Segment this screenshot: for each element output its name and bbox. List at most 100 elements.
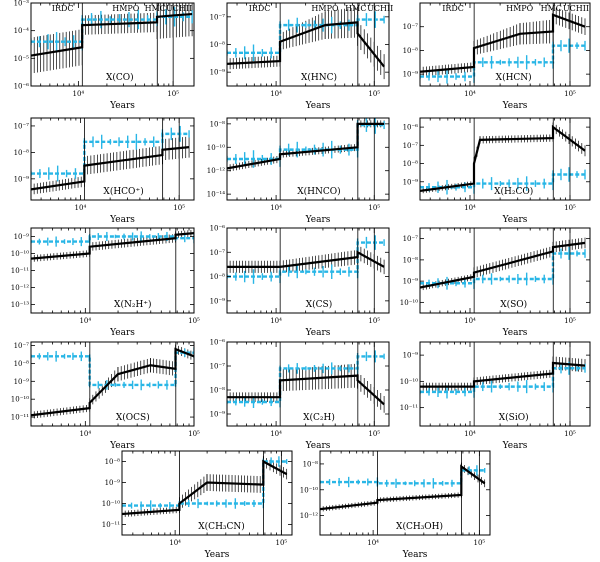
phase-label: HMC <box>541 4 562 13</box>
chart-panel: 10⁻⁹ 10⁻⁸ 10⁻⁷ 10⁻⁶ 10⁴ 10⁵ X(CS) Years <box>210 225 390 338</box>
x-tick-label: 10⁵ <box>564 317 576 325</box>
y-tick-label: 10⁻³ <box>14 0 30 8</box>
observation-series-line <box>420 252 585 285</box>
x-tick-label: 10⁴ <box>75 204 87 212</box>
observation-series-line <box>420 44 585 78</box>
y-tick-label: 10⁻⁷ <box>403 142 419 150</box>
observation-series-line <box>227 355 385 404</box>
plot-area <box>320 462 486 512</box>
x-axis-label: Years <box>305 215 331 225</box>
panel-frame <box>226 341 390 427</box>
y-tick-label: 10⁻⁸ <box>403 160 419 168</box>
panel-frame <box>30 341 195 427</box>
x-tick-label: 10⁵ <box>173 204 185 212</box>
phase-label: UCHII <box>563 4 589 13</box>
x-axis-label: Years <box>502 328 528 338</box>
y-tick-label: 10⁻⁴ <box>14 27 30 35</box>
y-tick-label: 10⁻¹⁰ <box>400 299 418 307</box>
x-axis-label: Years <box>502 441 528 451</box>
chart-panel: 10⁻¹¹ 10⁻¹⁰ 10⁻⁹ 10⁴ 10⁵ X(SiO) Years <box>400 341 591 451</box>
observation-series-line <box>227 241 385 278</box>
plot-area <box>31 229 194 262</box>
x-tick-label: 10⁴ <box>464 430 476 438</box>
y-tick-label: 10⁻⁸ <box>303 460 319 468</box>
species-label: X(CH₃CN) <box>198 521 245 532</box>
chart-panel: 10⁻¹¹ 10⁻¹⁰ 10⁻⁹ 10⁻⁸ 10⁴ 10⁵ X(CH₃CN) Years <box>102 450 293 560</box>
phase-label: UCHII <box>367 4 393 13</box>
x-tick-label: 10⁴ <box>79 430 91 438</box>
panel-frame <box>419 117 591 201</box>
phase-label: IRDC <box>249 4 271 13</box>
species-label: X(CH₃OH) <box>396 521 443 532</box>
y-tick-label: 10⁻¹² <box>11 284 29 292</box>
x-tick-label: 10⁵ <box>368 90 380 98</box>
x-tick-label: 10⁵ <box>188 430 200 438</box>
x-tick-label: 10⁴ <box>79 317 91 325</box>
panel-frame <box>226 227 390 314</box>
y-tick-label: 10⁻⁹ <box>403 352 419 360</box>
panel-frame <box>419 341 591 427</box>
observation-series-line <box>31 132 190 175</box>
species-label: X(HNC) <box>301 72 337 83</box>
y-tick-label: 10⁻⁵ <box>14 55 30 63</box>
plot-area <box>227 350 385 413</box>
y-tick-label: 10⁻⁷ <box>14 122 30 130</box>
y-tick-label: 10⁻⁷ <box>14 342 30 350</box>
chart-panel: 10⁻⁹ 10⁻⁸ 10⁻⁷ 10⁻⁶ 10⁴ 10⁵ X(C₂H) Years <box>210 339 390 451</box>
phase-label: HMPO <box>112 4 140 13</box>
observation-series-line <box>320 469 485 485</box>
y-tick-label: 10⁻¹⁰ <box>207 144 225 152</box>
chart-panel: 10⁻⁹ 10⁻⁸ 10⁻⁷ 10⁴ 10⁵ X(HCO⁺) Years <box>14 117 195 225</box>
y-tick-label: 10⁻⁸ <box>403 47 419 55</box>
y-tick-label: 10⁻⁹ <box>403 71 419 79</box>
species-label: X(SiO) <box>499 412 529 423</box>
x-tick-label: 10⁵ <box>368 204 380 212</box>
y-tick-label: 10⁻¹⁰ <box>102 500 120 508</box>
x-tick-label: 10⁵ <box>368 317 380 325</box>
y-tick-label: 10⁻¹⁴ <box>207 191 225 199</box>
plot-area <box>122 456 288 518</box>
species-label: X(HCO⁺) <box>103 186 143 197</box>
y-tick-label: 10⁻⁸ <box>210 273 226 281</box>
y-tick-label: 10⁻⁶ <box>210 225 226 233</box>
x-axis-label: Years <box>502 215 528 225</box>
x-tick-label: 10⁴ <box>367 539 379 547</box>
species-label: X(H₂CO) <box>494 186 533 197</box>
x-axis-label: Years <box>109 328 135 338</box>
model-series-line <box>227 374 385 406</box>
x-tick-label: 10⁴ <box>73 90 85 98</box>
plot-area <box>31 125 190 195</box>
observation-series-line <box>420 173 585 189</box>
model-series-line <box>420 361 586 388</box>
phase-label: HMC <box>345 4 366 13</box>
x-tick-label: 10⁴ <box>464 204 476 212</box>
plot-area <box>227 235 385 284</box>
chart-panel: 10⁻⁹ 10⁻⁸ 10⁻⁷ 10⁴ 10⁵ X(HCN) IRDC HMPO HMC UCHII… <box>403 2 591 111</box>
chart-panel: 10⁻⁹ 10⁻⁸ 10⁻⁷ 10⁻⁶ 10⁴ 10⁵ X(H₂CO) Years <box>403 117 591 225</box>
plot-area <box>31 344 194 419</box>
y-tick-label: 10⁻⁸ <box>210 41 226 49</box>
x-tick-label: 10⁵ <box>368 430 380 438</box>
y-tick-label: 10⁻⁹ <box>14 233 30 241</box>
y-tick-label: 10⁻⁹ <box>105 479 121 487</box>
y-tick-label: 10⁻⁸ <box>403 256 419 264</box>
panel-frame <box>419 2 591 87</box>
chart-panel: 10⁻⁶ 10⁻⁵ 10⁻⁴ 10⁻³ 10⁴ 10⁵ X(CO) IRDC HMPO HMC UC… <box>14 0 195 111</box>
x-tick-label: 10⁴ <box>270 90 282 98</box>
y-tick-label: 10⁻⁷ <box>210 13 226 21</box>
species-label: X(OCS) <box>116 412 150 423</box>
plot-area <box>227 7 385 80</box>
chart-panel: 10⁻¹³ 10⁻¹² 10⁻¹¹ 10⁻¹⁰ 10⁻⁹ 10⁴ 10⁵ X(N₂H⁺) Yea… <box>11 227 200 338</box>
x-tick-label: 10⁵ <box>276 539 288 547</box>
x-tick-label: 10⁴ <box>270 204 282 212</box>
y-tick-label: 10⁻⁹ <box>403 178 419 186</box>
panel-frame <box>419 227 591 314</box>
x-tick-label: 10⁵ <box>474 539 486 547</box>
observation-series-line <box>227 123 385 161</box>
x-axis-label: Years <box>109 215 135 225</box>
x-tick-label: 10⁴ <box>464 317 476 325</box>
chart-panel: 10⁻¹² 10⁻¹⁰ 10⁻⁸ 10⁴ 10⁵ X(CH₃OH) Years <box>300 450 491 560</box>
y-tick-label: 10⁻⁷ <box>210 249 226 257</box>
y-tick-label: 10⁻⁸ <box>105 458 121 466</box>
